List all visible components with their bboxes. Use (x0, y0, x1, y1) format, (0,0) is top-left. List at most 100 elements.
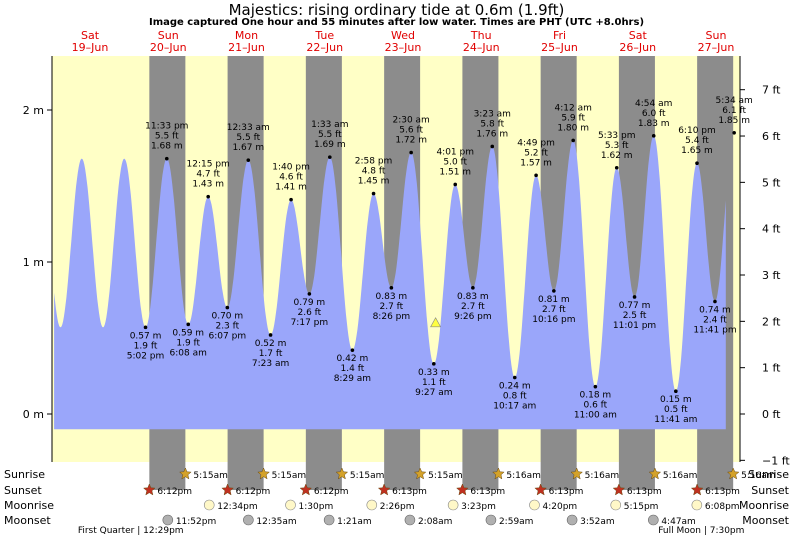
sunset-time: 6:13pm (549, 487, 584, 497)
tide-label: 6.0 ft (642, 109, 666, 119)
tide-label: 5:02 pm (127, 351, 165, 361)
sunrise-time: 5:16am (741, 471, 776, 481)
day-name: Mon (235, 29, 258, 42)
tide-label: 4:01 pm (436, 147, 474, 157)
tide-label: 11:41 am (654, 415, 697, 425)
moon-phase-label: First Quarter | 12:29pm (78, 526, 184, 536)
row-label-right: Sunrise (748, 468, 789, 481)
tide-label: 0.83 m (457, 292, 489, 302)
row-label-left: Sunrise (4, 468, 45, 481)
day-date: 23–Jun (385, 41, 422, 54)
sunrise-icon (335, 467, 349, 480)
moonrise-icon (691, 499, 703, 511)
tide-label: 2.3 ft (215, 322, 239, 332)
moonrise-icon (366, 499, 378, 511)
row-label-right: Sunset (751, 484, 789, 497)
sunset-icon (534, 483, 548, 496)
tide-label: 6:08 am (170, 348, 207, 358)
sunrise-icon (648, 467, 662, 480)
tide-label: 1.1 ft (422, 378, 446, 388)
row-label-left: Sunset (4, 484, 42, 497)
tide-label: 2.7 ft (380, 302, 404, 312)
tide-label: 6.1 ft (722, 106, 746, 116)
tide-label: 3:23 am (474, 109, 511, 119)
tide-label: 1.76 m (476, 129, 508, 139)
sunset-time: 6:13pm (627, 487, 662, 497)
day-name: Wed (391, 29, 415, 42)
day-date: 19–Jun (72, 41, 109, 54)
tide-label: 0.74 m (699, 306, 731, 316)
moonset-time: 11:52pm (176, 517, 216, 527)
tide-label: 11:33 pm (145, 122, 188, 132)
tide-label: 1.72 m (395, 136, 427, 146)
tide-label: 0.24 m (499, 382, 531, 392)
moonset-icon (323, 514, 335, 526)
tide-label: 4:54 am (635, 99, 672, 109)
sunset-icon (299, 483, 313, 496)
tide-point (164, 156, 169, 161)
day-name: Fri (553, 29, 566, 42)
tide-point (186, 322, 191, 327)
tide-label: 0.8 ft (503, 392, 527, 402)
tide-label: 11:00 am (574, 411, 617, 421)
sunrise-icon (492, 467, 505, 480)
tide-label: 9:27 am (415, 388, 452, 398)
tide-point (512, 375, 517, 380)
day-date: 26–Jun (619, 41, 656, 54)
moonset-icon (648, 514, 659, 526)
tide-label: 1.83 m (638, 119, 670, 129)
tide-label: 5:33 pm (598, 131, 636, 141)
tide-label: 1.80 m (557, 123, 589, 133)
tide-label: 0.83 m (376, 292, 408, 302)
chart-title: Majestics: rising ordinary tide at 0.6m … (228, 1, 565, 19)
tide-label: 1:40 pm (272, 163, 310, 173)
tide-point (713, 299, 717, 304)
tide-label: 5.3 ft (605, 141, 629, 151)
sunrise-icon (179, 467, 192, 480)
tide-label: 9:26 pm (454, 312, 492, 322)
moonset-time: 2:08am (418, 517, 453, 527)
right-tick-label: 1 ft (762, 362, 781, 375)
moonrise-icon (285, 499, 296, 511)
tide-label: 7:23 am (252, 359, 289, 369)
right-tick-label: 3 ft (762, 269, 781, 282)
tide-label: 11:01 pm (613, 321, 656, 331)
tide-point (552, 289, 556, 293)
day-name: Sun (706, 29, 727, 42)
tide-label: 2.4 ft (703, 316, 727, 326)
tide-label: 1.65 m (681, 146, 713, 156)
tide-label: 4:12 am (555, 103, 592, 113)
tide-point (225, 305, 230, 310)
moonrise-time: 6:08pm (705, 502, 740, 512)
day-date: 22–Jun (306, 41, 343, 54)
left-tick-label: 1 m (23, 256, 44, 269)
tide-point (614, 165, 619, 170)
sunrise-icon (570, 467, 584, 480)
moonset-time: 12:35am (256, 517, 296, 527)
tide-label: 1.7 ft (259, 349, 283, 359)
astro-rows: Sunrise Sunrise Sunset Sunset Moonrise Moonri… (4, 467, 790, 536)
row-label-left: Moonset (4, 514, 51, 527)
tide-label: 2:30 am (392, 116, 429, 126)
day-name: Sun (158, 29, 179, 42)
day-name: Tue (314, 29, 334, 42)
tide-point (453, 182, 458, 187)
tide-label: 0.18 m (580, 391, 612, 401)
tide-point (695, 161, 699, 165)
tide-label: 11:41 pm (693, 326, 736, 336)
moonrise-icon (610, 499, 622, 511)
tide-label: 2.7 ft (542, 305, 566, 315)
day-labels: Sat19–JunSun20–JunMon21–JunTue22–JunWed2… (72, 29, 735, 54)
tide-label: 10:17 am (493, 402, 536, 412)
tide-point (490, 144, 495, 149)
sunset-icon (221, 483, 234, 496)
tide-label: 0.70 m (211, 312, 243, 322)
tide-label: 0.79 m (294, 298, 326, 308)
sunset-time: 6:13pm (470, 487, 505, 497)
tide-label: 4:49 pm (517, 138, 555, 148)
tide-label: 1.62 m (601, 151, 633, 161)
current-tide-marker (430, 317, 442, 328)
right-tick-label: 7 ft (762, 84, 781, 97)
row-label-right: Moonrise (739, 499, 789, 512)
